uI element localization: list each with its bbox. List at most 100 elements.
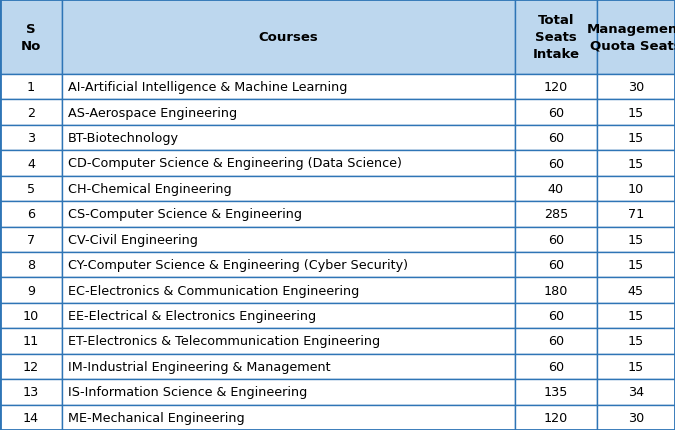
Text: 34: 34	[628, 385, 644, 399]
Text: CV-Civil Engineering: CV-Civil Engineering	[68, 233, 198, 246]
Text: EE-Electrical & Electronics Engineering: EE-Electrical & Electronics Engineering	[68, 309, 316, 322]
Text: 12: 12	[23, 360, 39, 373]
Text: 3: 3	[27, 132, 35, 145]
Bar	[62, 405, 515, 430]
Bar	[0, 202, 62, 227]
Text: 15: 15	[628, 233, 644, 246]
Bar	[62, 354, 515, 379]
Bar	[62, 303, 515, 329]
Bar	[62, 278, 515, 303]
Text: AI-Artificial Intelligence & Machine Learning: AI-Artificial Intelligence & Machine Lea…	[68, 81, 348, 94]
Bar	[597, 75, 675, 100]
Text: 11: 11	[23, 335, 39, 348]
Text: Courses: Courses	[259, 31, 319, 44]
Bar	[0, 379, 62, 405]
Text: 2: 2	[27, 106, 35, 120]
Bar	[0, 227, 62, 252]
Text: 5: 5	[27, 182, 35, 196]
Bar	[597, 227, 675, 252]
Bar	[62, 252, 515, 278]
Bar	[597, 0, 675, 75]
Text: ET-Electronics & Telecommunication Engineering: ET-Electronics & Telecommunication Engin…	[68, 335, 380, 348]
Text: 15: 15	[628, 106, 644, 120]
Bar	[0, 252, 62, 278]
Text: 60: 60	[548, 157, 564, 170]
Bar	[515, 329, 597, 354]
Text: IM-Industrial Engineering & Management: IM-Industrial Engineering & Management	[68, 360, 331, 373]
Text: 60: 60	[548, 106, 564, 120]
Text: 15: 15	[628, 360, 644, 373]
Text: 15: 15	[628, 335, 644, 348]
Text: ME-Mechanical Engineering: ME-Mechanical Engineering	[68, 411, 244, 424]
Text: 6: 6	[27, 208, 35, 221]
Text: 10: 10	[23, 309, 39, 322]
Text: 180: 180	[544, 284, 568, 297]
Text: 135: 135	[544, 385, 568, 399]
Bar	[62, 0, 515, 75]
Text: 1: 1	[27, 81, 35, 94]
Bar	[62, 227, 515, 252]
Text: CD-Computer Science & Engineering (Data Science): CD-Computer Science & Engineering (Data …	[68, 157, 402, 170]
Text: S
No: S No	[21, 22, 41, 52]
Bar	[597, 354, 675, 379]
Text: 9: 9	[27, 284, 35, 297]
Bar	[0, 354, 62, 379]
Bar	[515, 202, 597, 227]
Bar	[62, 202, 515, 227]
Text: 60: 60	[548, 258, 564, 272]
Text: Total
Seats
Intake: Total Seats Intake	[533, 14, 580, 61]
Bar	[597, 278, 675, 303]
Bar	[597, 126, 675, 151]
Text: 10: 10	[628, 182, 644, 196]
Bar	[515, 227, 597, 252]
Text: 60: 60	[548, 233, 564, 246]
Text: 14: 14	[23, 411, 39, 424]
Text: 45: 45	[628, 284, 644, 297]
Bar	[597, 252, 675, 278]
Text: 15: 15	[628, 309, 644, 322]
Bar	[515, 354, 597, 379]
Text: IS-Information Science & Engineering: IS-Information Science & Engineering	[68, 385, 307, 399]
Text: 15: 15	[628, 258, 644, 272]
Bar	[515, 126, 597, 151]
Text: 13: 13	[23, 385, 39, 399]
Bar	[0, 405, 62, 430]
Bar	[515, 75, 597, 100]
Text: 120: 120	[544, 81, 568, 94]
Bar	[515, 379, 597, 405]
Text: CY-Computer Science & Engineering (Cyber Security): CY-Computer Science & Engineering (Cyber…	[68, 258, 408, 272]
Text: 30: 30	[628, 81, 644, 94]
Bar	[0, 278, 62, 303]
Text: 30: 30	[628, 411, 644, 424]
Bar	[0, 176, 62, 202]
Bar	[0, 329, 62, 354]
Bar	[0, 0, 62, 75]
Bar	[515, 405, 597, 430]
Text: 60: 60	[548, 309, 564, 322]
Text: 15: 15	[628, 132, 644, 145]
Bar	[62, 75, 515, 100]
Bar	[597, 176, 675, 202]
Bar	[597, 405, 675, 430]
Text: AS-Aerospace Engineering: AS-Aerospace Engineering	[68, 106, 237, 120]
Text: 8: 8	[27, 258, 35, 272]
Bar	[0, 126, 62, 151]
Bar	[597, 151, 675, 176]
Text: 120: 120	[544, 411, 568, 424]
Bar	[62, 379, 515, 405]
Bar	[597, 303, 675, 329]
Bar	[515, 278, 597, 303]
Bar	[62, 100, 515, 126]
Bar	[62, 151, 515, 176]
Bar	[515, 151, 597, 176]
Text: 40: 40	[548, 182, 564, 196]
Text: Management
Quota Seats: Management Quota Seats	[587, 22, 675, 52]
Text: BT-Biotechnology: BT-Biotechnology	[68, 132, 179, 145]
Text: 4: 4	[27, 157, 35, 170]
Bar	[62, 176, 515, 202]
Bar	[62, 126, 515, 151]
Bar	[515, 252, 597, 278]
Bar	[597, 202, 675, 227]
Bar	[0, 151, 62, 176]
Text: CH-Chemical Engineering: CH-Chemical Engineering	[68, 182, 232, 196]
